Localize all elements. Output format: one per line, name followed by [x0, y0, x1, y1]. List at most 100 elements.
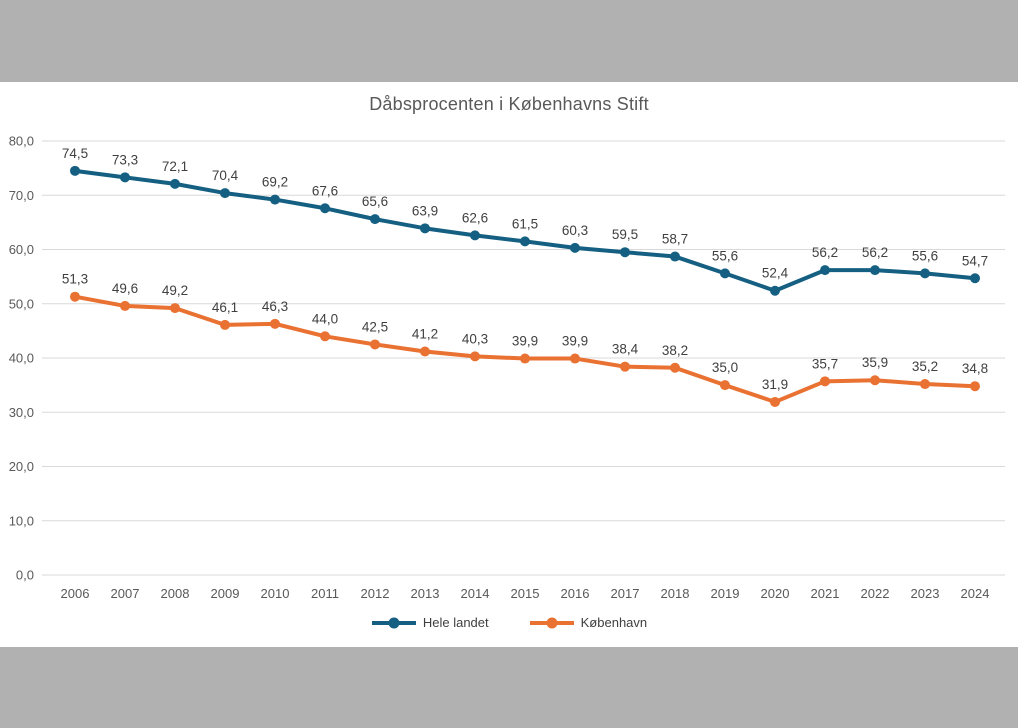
x-axis-tick-label: 2019 — [711, 586, 740, 601]
x-axis-tick-label: 2007 — [111, 586, 140, 601]
data-point-label: 38,2 — [662, 343, 688, 358]
data-point-label: 31,9 — [762, 377, 788, 392]
data-point-label: 59,5 — [612, 227, 638, 242]
data-point-label: 52,4 — [762, 266, 789, 281]
data-point-label: 73,3 — [112, 152, 138, 167]
data-point-marker — [120, 300, 130, 311]
data-point-marker — [470, 351, 480, 362]
data-point-label: 74,5 — [62, 146, 88, 161]
data-point-label: 42,5 — [362, 319, 388, 334]
data-point-label: 58,7 — [662, 232, 688, 247]
data-point-label: 72,1 — [162, 159, 188, 174]
data-point-marker — [220, 188, 230, 199]
legend-item: København — [529, 615, 648, 630]
x-axis-tick-label: 2011 — [311, 586, 339, 601]
data-point-marker — [820, 265, 830, 276]
legend-line-marker-icon — [529, 617, 574, 628]
data-point-marker — [670, 362, 680, 373]
y-axis-tick-label: 50,0 — [9, 296, 34, 311]
data-point-marker — [270, 194, 280, 205]
y-axis-tick-label: 30,0 — [9, 405, 34, 420]
data-point-marker — [420, 346, 430, 357]
x-axis-tick-label: 2010 — [261, 586, 290, 601]
data-point-label: 55,6 — [712, 248, 738, 263]
data-point-marker — [820, 376, 830, 387]
data-point-marker — [570, 353, 580, 364]
data-point-label: 46,3 — [262, 299, 288, 314]
legend-item: Hele landet — [371, 615, 489, 630]
legend-label: København — [580, 615, 648, 630]
data-point-marker — [570, 242, 580, 253]
x-axis-tick-label: 2018 — [661, 586, 690, 601]
data-point-marker — [920, 268, 930, 279]
data-point-marker — [120, 172, 130, 183]
data-point-label: 70,4 — [212, 168, 239, 183]
y-axis-tick-label: 0,0 — [16, 568, 34, 583]
x-axis-tick-label: 2017 — [611, 586, 640, 601]
data-point-label: 63,9 — [412, 203, 438, 218]
data-point-marker — [970, 381, 980, 392]
data-point-marker — [870, 375, 880, 386]
data-point-marker — [920, 379, 930, 390]
data-point-label: 40,3 — [462, 331, 488, 346]
x-axis-tick-label: 2014 — [461, 586, 490, 601]
data-point-label: 69,2 — [262, 175, 288, 190]
y-axis-tick-label: 20,0 — [9, 459, 34, 474]
x-axis-tick-label: 2021 — [811, 586, 840, 601]
y-axis-tick-label: 10,0 — [9, 513, 34, 528]
line-chart-plot: 0,0 10,0 20,0 30,0 40,0 50,0 60,0 70,0 80,0 2006 2… — [9, 134, 1005, 601]
data-point-label: 55,6 — [912, 248, 938, 263]
data-point-marker — [770, 396, 780, 407]
data-point-label: 65,6 — [362, 194, 388, 209]
data-point-marker — [70, 165, 80, 176]
data-point-marker — [720, 380, 730, 391]
data-point-marker — [70, 291, 80, 302]
x-axis-tick-label: 2020 — [761, 586, 790, 601]
data-point-marker — [420, 223, 430, 234]
x-axis-tick-label: 2012 — [361, 586, 390, 601]
x-axis-tick-label: 2022 — [861, 586, 890, 601]
data-point-label: 62,6 — [462, 210, 488, 225]
y-axis-tick-label: 80,0 — [9, 134, 34, 149]
y-axis-tick-label: 60,0 — [9, 242, 34, 257]
data-point-label: 51,3 — [62, 272, 88, 287]
data-point-marker — [470, 230, 480, 241]
data-point-marker — [770, 285, 780, 296]
data-point-label: 61,5 — [512, 216, 538, 231]
x-axis-tick-label: 2013 — [411, 586, 440, 601]
data-point-label: 35,0 — [712, 360, 738, 375]
data-point-label: 60,3 — [562, 223, 588, 238]
data-point-marker — [170, 303, 180, 314]
data-point-marker — [720, 268, 730, 279]
data-point-label: 49,6 — [112, 281, 138, 296]
x-axis-tick-label: 2006 — [61, 586, 90, 601]
data-point-label: 44,0 — [312, 311, 338, 326]
data-point-label: 46,1 — [212, 300, 238, 315]
data-point-label: 35,9 — [862, 355, 888, 370]
data-point-label: 54,7 — [962, 253, 988, 268]
data-point-marker — [870, 265, 880, 276]
data-point-marker — [270, 318, 280, 329]
legend-line-marker-icon — [371, 617, 416, 628]
data-point-marker — [520, 353, 530, 364]
y-axis-tick-label: 40,0 — [9, 351, 34, 366]
data-point-marker — [370, 214, 380, 225]
chart-canvas: Dåbsprocenten i Københavns Stift 0,0 10,0… — [0, 82, 1018, 647]
x-axis-tick-label: 2024 — [961, 586, 990, 601]
data-point-marker — [620, 361, 630, 372]
data-point-label: 56,2 — [812, 245, 838, 260]
data-point-label: 39,9 — [512, 334, 538, 349]
legend-label: Hele landet — [422, 615, 489, 630]
data-point-label: 67,6 — [312, 183, 338, 198]
data-point-label: 35,7 — [812, 356, 838, 371]
data-point-label: 56,2 — [862, 245, 888, 260]
data-point-marker — [370, 339, 380, 350]
series-line — [73, 294, 977, 404]
x-axis-tick-label: 2015 — [511, 586, 540, 601]
data-point-marker — [670, 251, 680, 262]
data-point-marker — [620, 247, 630, 258]
x-axis-tick-label: 2008 — [161, 586, 190, 601]
data-point-marker — [970, 273, 980, 284]
x-axis-tick-label: 2023 — [911, 586, 940, 601]
chart-title: Dåbsprocenten i Københavns Stift — [369, 94, 649, 114]
